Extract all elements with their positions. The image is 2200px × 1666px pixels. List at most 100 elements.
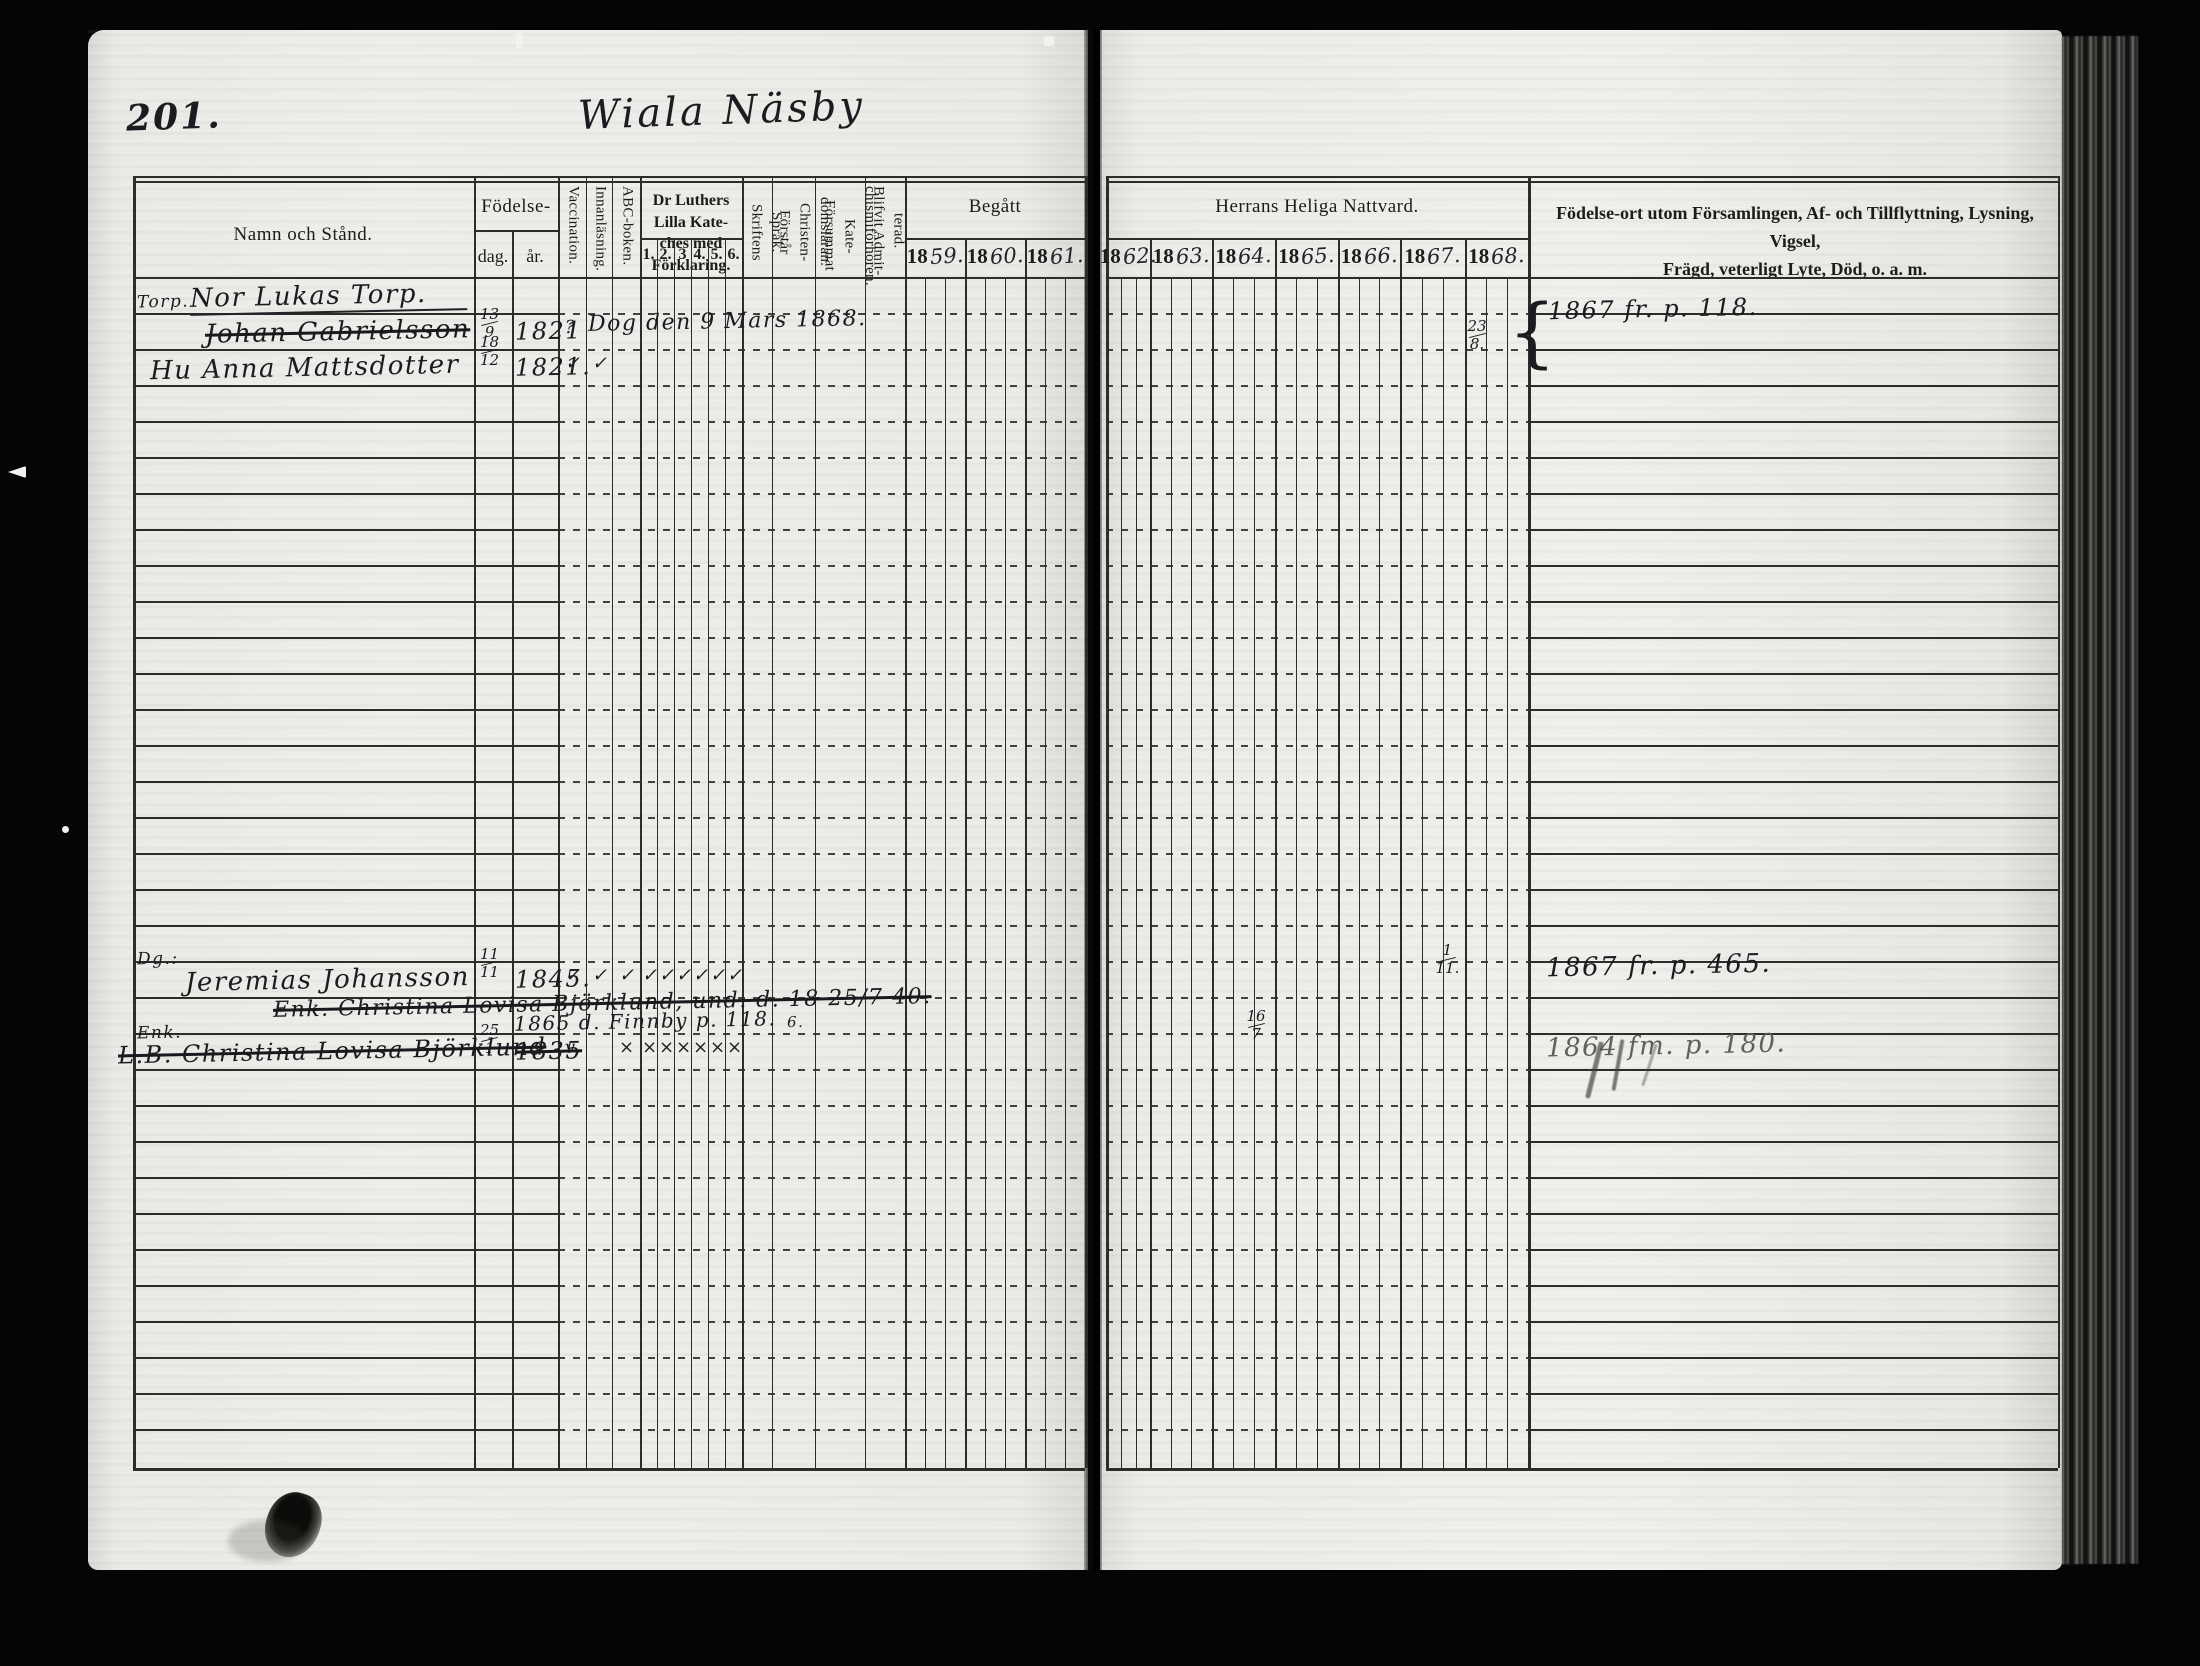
exam-mark: × bbox=[658, 1036, 676, 1059]
exam-mark: ✓ bbox=[709, 964, 727, 987]
grid-line-dashed bbox=[558, 1069, 905, 1071]
grid-line bbox=[1379, 277, 1380, 1468]
year-written: 67. bbox=[1426, 242, 1462, 270]
grid-line bbox=[1005, 277, 1006, 1468]
grid-line bbox=[1045, 277, 1046, 1468]
grid-line bbox=[925, 277, 926, 1468]
grid-line-dashed bbox=[558, 313, 905, 315]
grid-line-dashed bbox=[905, 889, 1085, 891]
grid-line-dashed bbox=[558, 673, 905, 675]
grid-line bbox=[1528, 176, 1531, 1468]
grid-line bbox=[1528, 601, 2058, 603]
grid-line bbox=[1528, 1429, 2058, 1431]
grid-line bbox=[133, 565, 558, 567]
grid-line bbox=[640, 176, 642, 1468]
fraction-part: 8. bbox=[1469, 335, 1485, 353]
grid-line bbox=[1528, 313, 2058, 315]
grid-line bbox=[1528, 1177, 2058, 1179]
year-written: 63. bbox=[1175, 242, 1210, 270]
grid-line-dashed bbox=[558, 1393, 905, 1395]
fraction-part: 23 bbox=[1467, 317, 1487, 335]
grid-line-dashed bbox=[905, 1249, 1085, 1251]
grid-line bbox=[905, 238, 1085, 240]
fraction-part: 18 bbox=[480, 333, 500, 351]
grid-line bbox=[133, 181, 1085, 183]
grid-line bbox=[1528, 997, 2058, 999]
exam-mark: ✓ bbox=[692, 964, 710, 987]
grid-line bbox=[133, 349, 558, 351]
kateches-number: 5. bbox=[710, 246, 723, 263]
grid-line-dashed bbox=[558, 925, 905, 927]
year-written: 61. bbox=[1049, 242, 1084, 270]
grid-line bbox=[1150, 238, 1152, 1468]
grid-line bbox=[945, 277, 946, 1468]
grid-line-dashed bbox=[905, 745, 1085, 747]
grid-line bbox=[1528, 781, 2058, 783]
grid-line bbox=[1528, 1357, 2058, 1359]
nattvard-year: 18 64. bbox=[1212, 243, 1275, 269]
grid-line bbox=[133, 277, 1085, 279]
grid-line bbox=[1528, 493, 2058, 495]
year-printed: 18 bbox=[1404, 244, 1426, 268]
year-printed: 18 bbox=[1152, 244, 1174, 268]
grid-line bbox=[1528, 1249, 2058, 1251]
grid-line bbox=[1528, 709, 2058, 711]
grid-line bbox=[865, 176, 867, 1468]
grid-line bbox=[133, 853, 558, 855]
handwritten-fraction: 13 9 bbox=[480, 307, 499, 340]
grid-line bbox=[1106, 277, 2058, 279]
handwritten-fraction: 18 12 bbox=[480, 335, 499, 368]
year-written: 60. bbox=[989, 242, 1024, 270]
grid-line-dashed bbox=[905, 1177, 1085, 1179]
grid-line-dashed bbox=[905, 1321, 1085, 1323]
year-written: 66. bbox=[1363, 242, 1398, 270]
begatt-year: 18 60. bbox=[965, 242, 1025, 270]
grid-line bbox=[133, 925, 558, 927]
grid-line-dashed bbox=[905, 1357, 1085, 1359]
grid-line bbox=[657, 238, 658, 1468]
col-header-vaccination: Vaccination. bbox=[565, 186, 582, 265]
grid-line bbox=[133, 1177, 558, 1179]
year-printed: 18 bbox=[1215, 244, 1237, 268]
grid-line-dashed bbox=[558, 601, 905, 603]
col-header-blifvit-admitterad: Blifvit Admit- terad. bbox=[870, 186, 907, 276]
grid-line bbox=[1121, 277, 1122, 1468]
margin-abbrev: Torp. bbox=[136, 291, 190, 313]
handwritten-fraction: 16 7 bbox=[1247, 1009, 1266, 1042]
fraction-part: 13 bbox=[480, 305, 500, 323]
kateches-number: 4. bbox=[693, 246, 706, 263]
grid-line-dashed bbox=[905, 637, 1085, 639]
handwritten-fraction: 23 8. bbox=[1468, 319, 1487, 352]
grid-line bbox=[133, 176, 136, 1468]
year-written: 59. bbox=[929, 242, 964, 270]
grid-line bbox=[1106, 176, 1109, 1468]
grid-line bbox=[1400, 238, 1402, 1468]
grid-line bbox=[1465, 238, 1467, 1468]
grid-line-dashed bbox=[905, 1105, 1085, 1107]
grid-line bbox=[133, 709, 558, 711]
year-printed: 18 bbox=[1468, 244, 1490, 268]
grid-line-dashed bbox=[558, 1357, 905, 1359]
grid-line bbox=[1528, 637, 2058, 639]
grid-line-dashed bbox=[558, 1105, 905, 1107]
fraction-part: 11 bbox=[480, 945, 500, 963]
margin-abbrev: Dg.: bbox=[136, 948, 179, 970]
grid-line bbox=[1025, 238, 1027, 1468]
grid-line bbox=[1136, 277, 1137, 1468]
grid-line bbox=[815, 176, 817, 1468]
fraction-part: 11. bbox=[1435, 959, 1460, 977]
grid-line bbox=[1296, 277, 1297, 1468]
grid-line-dashed bbox=[905, 925, 1085, 927]
grid-line bbox=[133, 997, 558, 999]
grid-line bbox=[133, 961, 558, 963]
grid-line bbox=[1528, 745, 2058, 747]
grid-line bbox=[133, 1033, 558, 1035]
grid-line bbox=[1191, 277, 1192, 1468]
grid-line-dashed bbox=[905, 457, 1085, 459]
grid-line-dashed bbox=[558, 1321, 905, 1323]
exam-mark: ✓ bbox=[591, 964, 609, 987]
grid-line bbox=[1528, 1033, 2058, 1035]
grid-line bbox=[133, 493, 558, 495]
grid-line bbox=[905, 176, 907, 1468]
grid-line bbox=[1106, 238, 1528, 240]
